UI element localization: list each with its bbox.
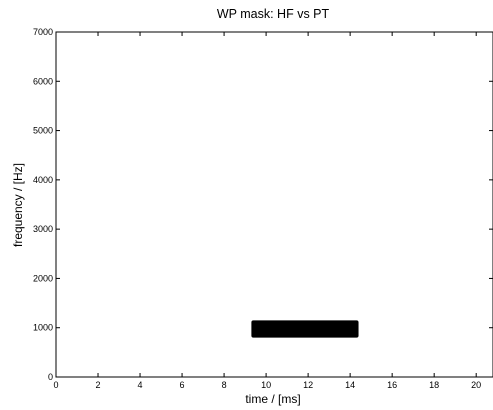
mask-regions — [251, 320, 359, 338]
tick-marks — [55, 31, 493, 378]
y-tick-label: 1000 — [33, 323, 53, 333]
y-axis-label: frequency / [Hz] — [11, 163, 25, 247]
y-tick-label: 3000 — [33, 224, 53, 234]
y-tick-label: 7000 — [33, 27, 53, 37]
x-axis-label: time / [ms] — [245, 392, 300, 406]
x-tick-label: 6 — [180, 380, 185, 390]
x-tick-label: 2 — [96, 380, 101, 390]
mask-region — [251, 320, 359, 338]
x-tick-label: 4 — [138, 380, 143, 390]
x-tick-label: 20 — [471, 380, 481, 390]
x-tick-label: 14 — [345, 380, 355, 390]
x-tick-label: 18 — [429, 380, 439, 390]
y-tick-label: 0 — [48, 372, 53, 382]
plot-area — [55, 31, 493, 378]
x-tick-label: 8 — [222, 380, 227, 390]
y-tick-label: 2000 — [33, 273, 53, 283]
y-tick-label: 4000 — [33, 175, 53, 185]
tick-labels: 0 2 4 6 8 10 12 14 16 18 20 0 1000 2000 3000 4000 5000 60… — [33, 27, 481, 390]
x-tick-label: 12 — [303, 380, 313, 390]
y-tick-label: 5000 — [33, 126, 53, 136]
x-tick-label: 16 — [387, 380, 397, 390]
chart-title: WP mask: HF vs PT — [217, 7, 330, 21]
x-tick-label: 0 — [53, 380, 58, 390]
x-tick-label: 10 — [261, 380, 271, 390]
y-tick-label: 6000 — [33, 76, 53, 86]
